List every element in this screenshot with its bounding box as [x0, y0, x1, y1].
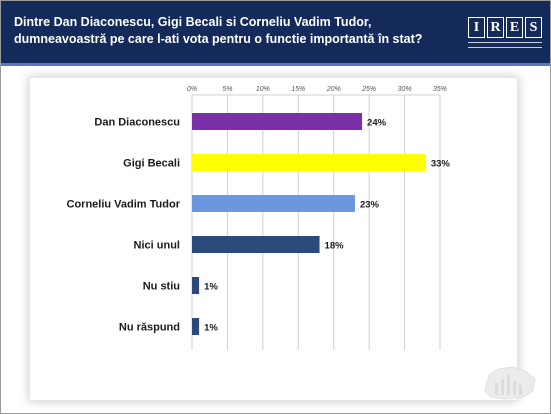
data-label: 24% — [367, 118, 387, 129]
data-label: 1% — [204, 282, 218, 293]
chart-panel: 0% 5% 10% 15% 20% 25% 30% 35% Dan Diaconescu 24% G… — [29, 77, 518, 401]
ires-logo: I R E S — [468, 17, 542, 53]
x-tick-label: 30% — [398, 86, 412, 93]
bar — [192, 113, 363, 130]
header-accent-line — [1, 63, 550, 66]
logo-letter-i: I — [468, 17, 485, 38]
category-label: Dan Diaconescu — [94, 117, 180, 129]
category-label: Nu răspund — [119, 322, 180, 334]
bar — [192, 154, 426, 171]
bar — [192, 318, 200, 335]
bar — [192, 236, 320, 253]
category-label: Corneliu Vadim Tudor — [67, 199, 181, 211]
x-tick-label: 15% — [291, 86, 305, 93]
data-label: 1% — [204, 323, 218, 334]
data-label: 33% — [431, 159, 451, 170]
romania-map-watermark-icon — [484, 366, 536, 400]
category-label: Nici unul — [134, 240, 180, 252]
logo-letter-e: E — [506, 17, 523, 38]
x-tick-label: 5% — [222, 86, 232, 93]
x-tick-label: 20% — [326, 86, 341, 93]
header-bar: Dintre Dan Diaconescu, Gigi Becali si Co… — [1, 1, 550, 63]
data-label: 23% — [360, 200, 380, 211]
x-tick-label: 0% — [187, 86, 197, 93]
logo-letter-r: R — [487, 17, 504, 38]
x-tick-label: 10% — [256, 86, 270, 93]
logo-subtitle-line — [468, 42, 542, 48]
data-label: 18% — [325, 241, 345, 252]
logo-letter-s: S — [525, 17, 542, 38]
page-title: Dintre Dan Diaconescu, Gigi Becali si Co… — [14, 15, 423, 46]
bar-chart: 0% 5% 10% 15% 20% 25% 30% 35% Dan Diaconescu 24% G… — [67, 86, 451, 350]
bar — [192, 195, 355, 212]
x-tick-label: 35% — [433, 86, 447, 93]
category-label: Nu stiu — [143, 281, 180, 293]
bar — [192, 277, 200, 294]
category-label: Gigi Becali — [123, 158, 180, 170]
x-tick-label: 25% — [361, 86, 376, 93]
